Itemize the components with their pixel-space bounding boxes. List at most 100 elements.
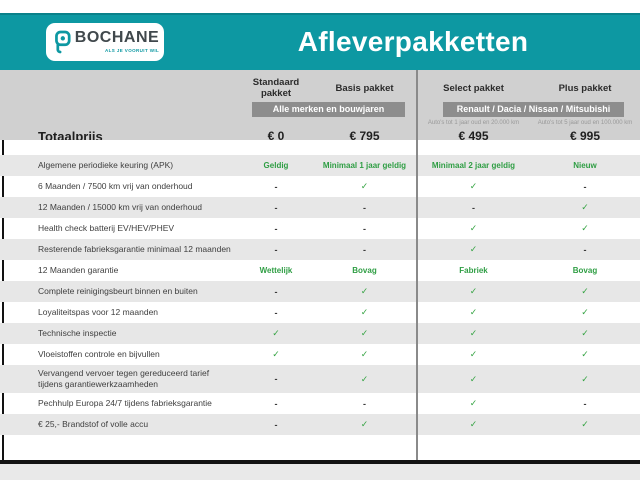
dash-icon: -	[363, 244, 366, 255]
dash-icon: -	[583, 398, 587, 409]
feature-label: Loyaliteitspas voor 12 maanden	[38, 306, 159, 317]
feature-row: € 25,- Brandstof of volle accu - ✓ ✓ ✓	[0, 414, 640, 436]
check-icon: ✓	[581, 419, 589, 430]
value-text: Minimaal 2 jaar geldig	[431, 161, 516, 170]
logo-tagline: ALS JE VOORUIT WIL	[104, 47, 160, 53]
value-text: Fabriek	[459, 266, 488, 275]
package-header-select: Select pakket	[443, 82, 504, 94]
check-icon: ✓	[581, 286, 589, 296]
value-text: Geldig	[263, 161, 289, 170]
check-icon: ✓	[469, 223, 478, 233]
feature-label: Complete reinigingsbeurt binnen en buite…	[38, 285, 198, 296]
age-limit-notes-row: Auto's tot 1 jaar oud en 20.000 km Auto'…	[0, 118, 640, 128]
check-icon: ✓	[581, 328, 589, 338]
value-text: Nieuw	[573, 161, 597, 170]
check-icon: ✓	[469, 244, 478, 254]
feature-label: Health check batterij EV/HEV/PHEV	[38, 222, 175, 233]
feature-row: 12 Maanden / 15000 km vrij van onderhoud…	[0, 197, 640, 218]
value-text: Bovag	[572, 266, 598, 275]
dash-icon: -	[583, 181, 587, 192]
check-icon: ✓	[469, 328, 478, 338]
select-age-limit-note: Auto's tot 1 jaar oud en 20.000 km	[427, 119, 520, 126]
check-icon: ✓	[469, 398, 478, 409]
feature-label: 6 Maanden / 7500 km vrij van onderhoud	[38, 180, 193, 191]
check-icon: ✓	[360, 349, 369, 359]
feature-row: Complete reinigingsbeurt binnen en buite…	[0, 281, 640, 302]
dash-icon: -	[274, 398, 278, 409]
check-icon: ✓	[272, 349, 280, 359]
feature-label: Algemene periodieke keuring (APK)	[38, 159, 174, 170]
check-icon: ✓	[581, 223, 589, 233]
price-select: € 495	[458, 129, 489, 143]
price-standaard: € 0	[267, 129, 285, 143]
feature-label: 12 Maanden garantie	[38, 264, 119, 275]
check-icon: ✓	[272, 328, 280, 338]
check-icon: ✓	[360, 307, 369, 317]
check-icon: ✓	[360, 286, 369, 296]
feature-label: € 25,- Brandstof of volle accu	[38, 419, 149, 430]
dash-icon: -	[274, 181, 278, 192]
value-text: Minimaal 1 jaar geldig	[322, 161, 407, 170]
dash-icon: -	[363, 398, 366, 409]
check-icon: ✓	[469, 307, 478, 317]
feature-label: Resterende fabrieksgarantie minimaal 12 …	[38, 243, 231, 254]
plus-age-limit-note: Auto's tot 5 jaar oud en 100.000 km	[537, 119, 633, 126]
check-icon: ✓	[581, 202, 589, 212]
feature-label: Vervangend vervoer tegen gereduceerd tar…	[38, 368, 210, 390]
all-brands-badge: Alle merken en bouwjaren	[252, 102, 405, 117]
check-icon: ✓	[360, 419, 369, 430]
check-icon: ✓	[360, 328, 369, 338]
feature-row: Vloeistoffen controle en bijvullen ✓ ✓ ✓…	[0, 344, 640, 365]
feature-table-body: Algemene periodieke keuring (APK) Geldig…	[0, 140, 640, 460]
dash-icon: -	[583, 244, 587, 255]
package-header-standaard: Standaard pakket	[252, 77, 300, 99]
feature-label: Vloeistoffen controle en bijvullen	[38, 348, 160, 359]
feature-row: Loyaliteitspas voor 12 maanden - ✓ ✓ ✓	[0, 302, 640, 323]
logo-wordmark: BOCHANE	[74, 29, 160, 47]
value-text: Bovag	[352, 266, 377, 275]
check-icon: ✓	[469, 181, 478, 191]
feature-row: Resterende fabrieksgarantie minimaal 12 …	[0, 239, 640, 260]
bochane-logo: BOCHANE ALS JE VOORUIT WIL	[46, 22, 164, 61]
renault-group-badge: Renault / Dacia / Nissan / Mitsubishi	[443, 102, 624, 117]
dash-icon: -	[274, 202, 278, 213]
dash-icon: -	[274, 286, 278, 297]
package-header-plus: Plus pakket	[558, 82, 612, 94]
package-group-divider	[416, 70, 418, 460]
package-header-basis: Basis pakket	[335, 82, 394, 94]
feature-row: Technische inspectie ✓ ✓ ✓ ✓	[0, 323, 640, 344]
package-names-row: Standaard pakket Basis pakket Select pak…	[0, 77, 640, 99]
check-icon: ✓	[469, 373, 478, 384]
dash-icon: -	[274, 307, 278, 318]
dash-icon: -	[274, 244, 278, 255]
dash-icon: -	[274, 374, 278, 385]
feature-label: Technische inspectie	[38, 327, 117, 338]
dash-icon: -	[472, 202, 475, 213]
total-price-row: Totaalprijs € 0 € 795 € 495 € 995	[0, 129, 640, 144]
feature-row: Algemene periodieke keuring (APK) Geldig…	[0, 155, 640, 176]
page-title: Afleverpakketten	[297, 25, 529, 57]
check-icon: ✓	[581, 307, 589, 317]
table-header: Standaard pakket Basis pakket Select pak…	[0, 70, 640, 144]
check-icon: ✓	[360, 181, 369, 191]
brand-badges-row: Alle merken en bouwjaren Renault / Dacia…	[0, 102, 640, 117]
header-bar: BOCHANE ALS JE VOORUIT WIL Afleverpakket…	[0, 13, 640, 70]
dash-icon: -	[363, 223, 366, 234]
logo-text-block: BOCHANE ALS JE VOORUIT WIL	[75, 30, 159, 53]
feature-label: 12 Maanden / 15000 km vrij van onderhoud	[38, 201, 202, 212]
check-icon: ✓	[581, 373, 589, 384]
check-icon: ✓	[469, 349, 478, 359]
dash-icon: -	[274, 223, 278, 234]
top-margin	[0, 0, 640, 13]
dash-icon: -	[363, 202, 366, 213]
check-icon: ✓	[581, 349, 589, 359]
check-icon: ✓	[469, 286, 478, 296]
bochane-logo-icon	[51, 29, 71, 55]
dash-icon: -	[274, 419, 278, 430]
feature-label: Pechhulp Europa 24/7 tijdens fabrieksgar…	[38, 398, 212, 409]
feature-row: Health check batterij EV/HEV/PHEV - - ✓ …	[0, 218, 640, 239]
feature-row: Vervangend vervoer tegen gereduceerd tar…	[0, 365, 640, 394]
value-text: Wettelijk	[259, 266, 293, 275]
price-basis: € 795	[349, 129, 380, 143]
